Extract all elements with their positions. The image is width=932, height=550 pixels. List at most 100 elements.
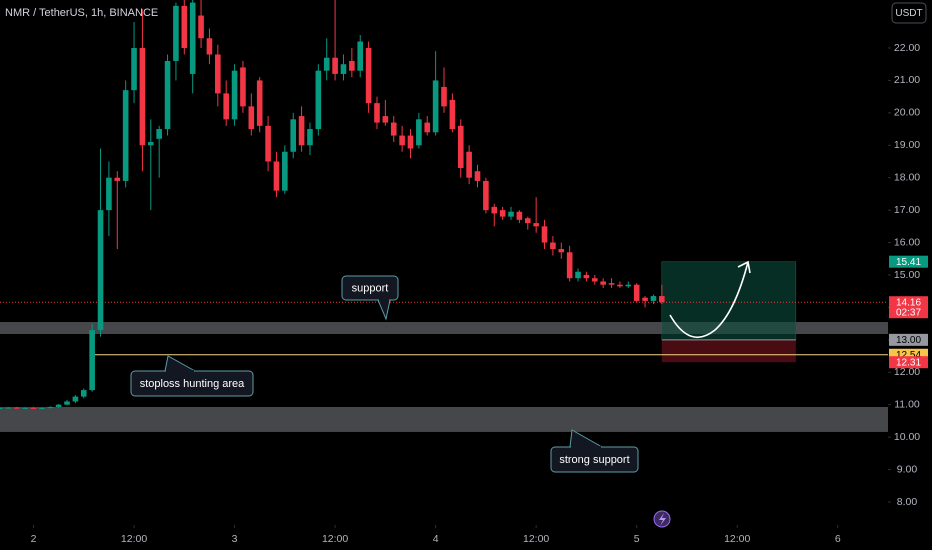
candle-body: [231, 70, 238, 120]
candle-body: [173, 5, 179, 61]
y-tick-label: 11.00: [894, 398, 920, 410]
annotation-pointer: [569, 429, 603, 448]
candle-body: [591, 278, 598, 282]
candle-body: [550, 242, 556, 250]
candle-body: [583, 274, 590, 279]
candle-body: [139, 47, 146, 146]
candle-body: [282, 151, 288, 191]
candle-body: [265, 125, 271, 162]
candle-body: [30, 407, 37, 409]
candle-body: [608, 283, 615, 285]
candle-body: [315, 70, 322, 130]
projection-arrow: [669, 261, 749, 339]
candle-body: [290, 119, 297, 152]
candle-body: [47, 406, 54, 408]
candle-body: [189, 2, 196, 74]
candle-body: [97, 210, 104, 331]
candle-body: [633, 284, 640, 301]
annotation-pointer-cover: [166, 370, 194, 372]
candle-body: [298, 116, 305, 146]
candle-body: [122, 90, 129, 181]
candle-body: [407, 135, 414, 149]
candle-body: [164, 60, 171, 130]
candle-body: [374, 103, 380, 123]
candle-body: [650, 296, 657, 301]
last-price-countdown: 02:37: [896, 307, 921, 318]
x-tick-label: 12:00: [523, 533, 549, 545]
level-label: 12.54: [896, 350, 921, 361]
entry-tag: [889, 333, 928, 346]
x-tick-label: 6: [835, 533, 841, 545]
candle-body: [432, 80, 439, 133]
candle-body: [307, 129, 313, 146]
candle-body: [617, 284, 623, 287]
candle-body: [659, 296, 665, 303]
candle-body: [147, 142, 154, 146]
candle-body: [323, 57, 330, 71]
candle-body: [625, 284, 632, 287]
candle-body: [332, 57, 338, 74]
currency-label[interactable]: USDT: [895, 8, 922, 19]
annotation-pointer: [377, 299, 391, 321]
candle-body: [600, 281, 606, 285]
annotation-text: support: [352, 282, 389, 294]
candle-body: [524, 218, 531, 224]
projection-arrowhead: [737, 260, 751, 274]
y-tick-label: 18.00: [894, 171, 920, 183]
candle-body: [466, 151, 472, 178]
target-area: [661, 261, 797, 341]
candle-body: [541, 226, 548, 243]
y-tick-label: 8.00: [897, 496, 918, 508]
annotation-text: strong support: [559, 454, 629, 466]
candle-body: [22, 407, 28, 409]
candle-body: [248, 106, 255, 130]
candle-body: [365, 47, 372, 104]
candle-body: [441, 86, 447, 107]
candle-body: [558, 249, 565, 253]
x-tick-label: 12:00: [121, 533, 147, 545]
candle-body: [89, 330, 95, 391]
candle-body: [424, 122, 431, 133]
candle-body: [156, 129, 162, 139]
stop-area: [661, 339, 796, 363]
candle-body: [642, 297, 648, 301]
candle-body: [382, 116, 389, 123]
y-tick-label: 15.00: [894, 269, 920, 281]
candle-body: [215, 54, 221, 94]
candle-body: [80, 390, 87, 397]
candle-body: [181, 5, 188, 48]
annotation-pointer-cover: [379, 299, 389, 301]
x-tick-label: 4: [433, 533, 439, 545]
candle-body: [240, 67, 246, 107]
zone: [0, 406, 888, 432]
candle-body: [516, 211, 523, 220]
zone: [0, 322, 888, 335]
y-tick-label: 10.00: [894, 431, 920, 443]
event-icon-bolt: [659, 513, 666, 526]
candle-body: [0, 407, 3, 409]
x-tick-label: 3: [232, 533, 238, 545]
candle-body: [575, 271, 581, 279]
candle-body: [273, 161, 280, 191]
annotation-text: stoploss hunting area: [140, 378, 245, 390]
annotation-box: [341, 275, 399, 301]
candle-body: [114, 177, 121, 181]
last-price-tag: [889, 296, 928, 319]
target-label: 15.41: [896, 257, 921, 268]
candle-body: [64, 401, 70, 405]
stop-tag: [889, 356, 928, 369]
entry-label: 13.00: [896, 335, 921, 346]
x-tick-label: 12:00: [322, 533, 348, 545]
candle-body: [357, 41, 364, 71]
candle-body: [223, 93, 229, 120]
candle-body: [340, 64, 347, 74]
currency-button[interactable]: [891, 2, 927, 24]
x-tick-label: 12:00: [724, 533, 750, 545]
y-tick-label: 17.00: [894, 204, 920, 216]
y-tick-label: 21.00: [894, 74, 920, 86]
annotation-pointer: [164, 355, 196, 372]
candle-body: [491, 206, 498, 214]
candle-body: [256, 80, 263, 126]
candle-body: [390, 122, 397, 136]
